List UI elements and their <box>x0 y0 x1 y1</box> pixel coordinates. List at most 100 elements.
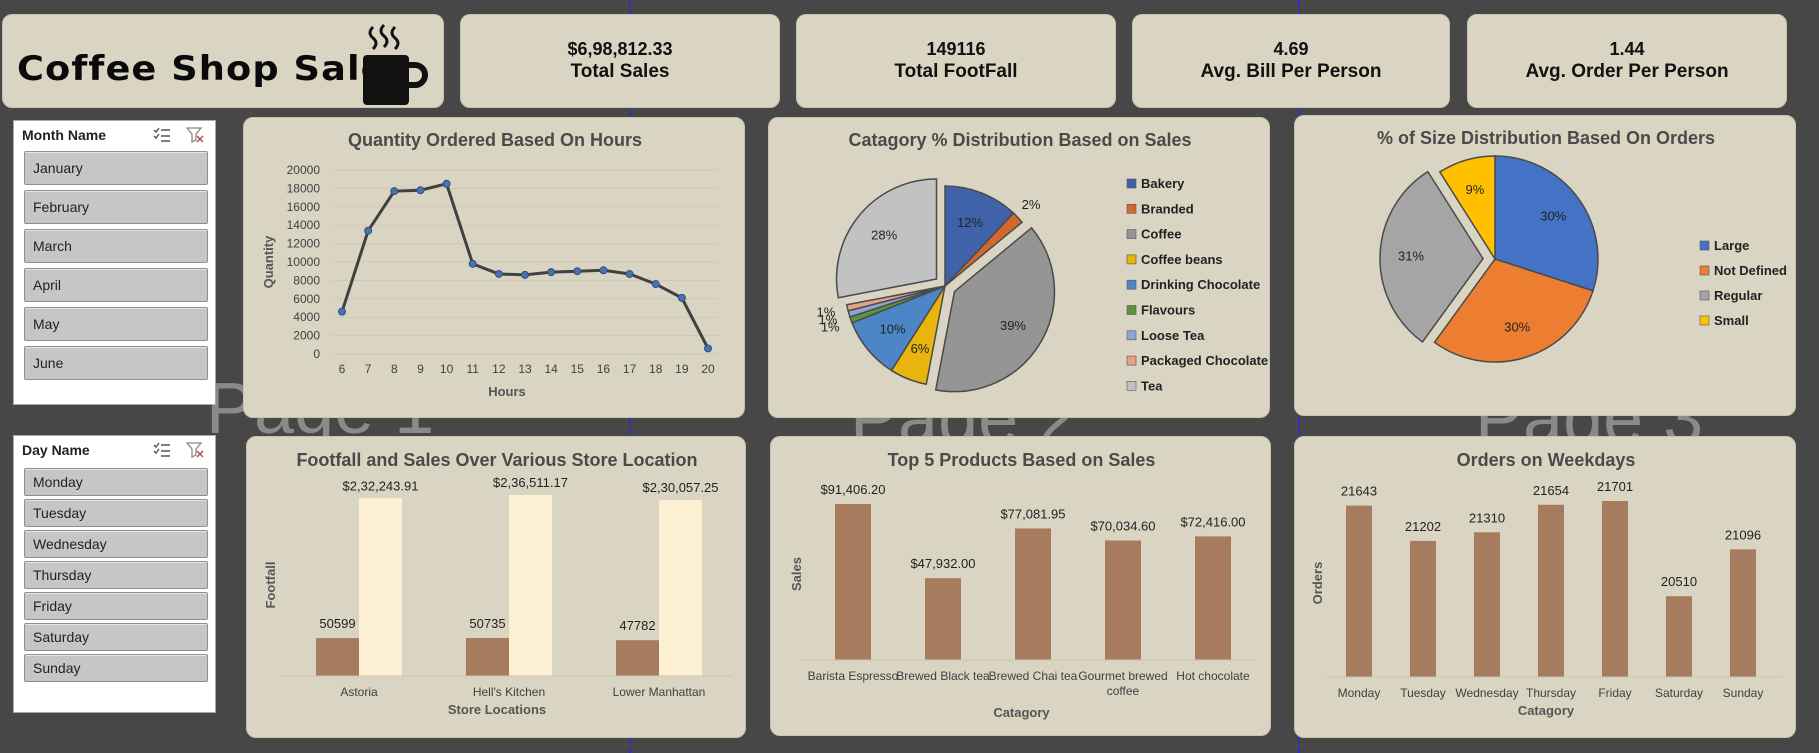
data-point <box>416 186 425 195</box>
bar-footfall <box>466 638 509 676</box>
slicer-item-friday[interactable]: Friday <box>24 592 208 620</box>
data-point <box>338 307 346 316</box>
y-tick-label: 12000 <box>287 237 321 251</box>
x-tick-label: 8 <box>391 362 398 376</box>
slicer-item-sunday[interactable]: Sunday <box>24 654 208 682</box>
x-tick-label: Brewed Chai tea <box>989 669 1078 683</box>
multi-select-icon[interactable] <box>153 127 171 143</box>
kpi-card-total-sales: $6,98,812.33 Total Sales <box>460 14 780 108</box>
bar-chart-products: Top 5 Products Based on Sales$91,406.20 B… <box>789 450 1257 720</box>
data-label: $2,30,057.25 <box>643 480 719 495</box>
data-point <box>625 269 634 278</box>
data-point <box>677 293 686 302</box>
slicer-item-thursday[interactable]: Thursday <box>24 561 208 589</box>
legend-label: Loose Tea <box>1141 328 1205 343</box>
data-label: $2,32,243.91 <box>343 478 419 493</box>
bar <box>1730 549 1756 677</box>
slice-label: 30% <box>1504 319 1530 334</box>
bar <box>925 578 961 660</box>
x-tick-label: 7 <box>365 362 372 376</box>
line-chart-quantity-by-hour: Quantity Ordered Based On Hours 0 2000 4000… <box>261 130 718 399</box>
slice-label: 10% <box>880 321 906 336</box>
bar <box>1666 596 1692 677</box>
bar-sales <box>659 499 702 676</box>
slicer-item-april[interactable]: April <box>24 268 208 302</box>
chart-title: Orders on Weekdays <box>1457 450 1636 470</box>
data-label: 21310 <box>1469 510 1505 525</box>
y-axis-title: Footfall <box>263 562 278 609</box>
legend-swatch <box>1126 178 1137 189</box>
legend-label: Flavours <box>1141 303 1195 318</box>
slicer-item-monday[interactable]: Monday <box>24 468 208 496</box>
kpi-card-avg-order: 1.44 Avg. Order Per Person <box>1467 14 1787 108</box>
chart-title: Quantity Ordered Based On Hours <box>348 130 642 150</box>
clear-filter-icon[interactable] <box>186 442 204 458</box>
dashboard-title-card: Coffee Shop Sales <box>2 14 444 108</box>
slicer-item-saturday[interactable]: Saturday <box>24 623 208 651</box>
x-tick-label: 6 <box>339 362 346 376</box>
legend-swatch <box>1699 290 1710 301</box>
slicer-item-tuesday[interactable]: Tuesday <box>24 499 208 527</box>
pie-slice <box>835 178 938 299</box>
bar <box>1474 532 1500 677</box>
y-tick-label: 20000 <box>287 163 321 177</box>
x-tick-label: 20 <box>701 362 715 376</box>
data-label: 50599 <box>319 616 355 631</box>
slicer-item-january[interactable]: January <box>24 151 208 185</box>
kpi-card-total-footfall: 149116 Total FootFall <box>796 14 1116 108</box>
x-tick-label: Brewed Black tea <box>896 669 990 683</box>
legend-label: Coffee beans <box>1141 252 1223 267</box>
data-label: 21096 <box>1725 527 1761 542</box>
pie-slice <box>944 185 1015 288</box>
kpi-label: Avg. Bill Per Person <box>1200 61 1382 82</box>
multi-select-icon[interactable] <box>153 442 171 458</box>
x-tick-label: Lower Manhattan <box>613 685 706 699</box>
legend-label: Not Defined <box>1714 263 1787 278</box>
pie-chart-category: Catagory % Distribution Based on Sales 12… <box>817 130 1269 393</box>
data-label: 21643 <box>1341 484 1377 499</box>
slicer-item-wednesday[interactable]: Wednesday <box>24 530 208 558</box>
y-tick-label: 2000 <box>293 329 320 343</box>
data-label: 21701 <box>1597 479 1633 494</box>
legend-swatch <box>1699 240 1710 251</box>
x-tick-label: 18 <box>649 362 663 376</box>
slicer-header: Month Name <box>22 127 106 143</box>
slice-label: 12% <box>957 215 983 230</box>
pie-slice <box>1433 258 1594 363</box>
slice-label: 31% <box>1398 248 1424 263</box>
slicer-item-june[interactable]: June <box>24 346 208 380</box>
y-tick-label: 6000 <box>293 292 320 306</box>
x-tick-label: Astoria <box>340 685 378 699</box>
slice-label: 1% <box>818 312 837 327</box>
x-tick-label: Barista Espresso <box>808 669 899 683</box>
legend-swatch <box>1126 204 1137 214</box>
bar-footfall <box>316 638 359 676</box>
x-tick-label: Tuesday <box>1400 686 1446 700</box>
slicer-item-february[interactable]: February <box>24 190 208 224</box>
x-tick-label: 15 <box>571 362 585 376</box>
data-point <box>390 187 399 196</box>
x-tick-label: 12 <box>492 362 506 376</box>
bar <box>1602 501 1628 677</box>
bar-sales <box>509 495 552 676</box>
kpi-value: $6,98,812.33 <box>567 39 673 59</box>
data-label: $91,406.20 <box>820 482 885 497</box>
clear-filter-icon[interactable] <box>186 127 204 143</box>
data-label: 20510 <box>1661 574 1697 589</box>
bar <box>835 504 871 660</box>
x-tick-label: Wednesday <box>1455 686 1518 700</box>
chart-card-products: Top 5 Products Based on Sales $91,406.20 B… <box>770 436 1271 736</box>
slice-label: 6% <box>911 341 930 356</box>
legend-label: Small <box>1714 313 1749 328</box>
bar-sales <box>359 498 402 676</box>
slicer-item-march[interactable]: March <box>24 229 208 263</box>
slicer-item-may[interactable]: May <box>24 307 208 341</box>
pie-slice <box>944 212 1024 287</box>
data-label: $70,034.60 <box>1090 518 1155 533</box>
slice-label: 1% <box>821 319 840 334</box>
legend-swatch <box>1126 330 1137 341</box>
y-tick-label: 8000 <box>293 273 320 287</box>
data-label: 50735 <box>469 616 505 631</box>
data-point <box>547 268 556 277</box>
slice-label: 28% <box>871 228 897 243</box>
